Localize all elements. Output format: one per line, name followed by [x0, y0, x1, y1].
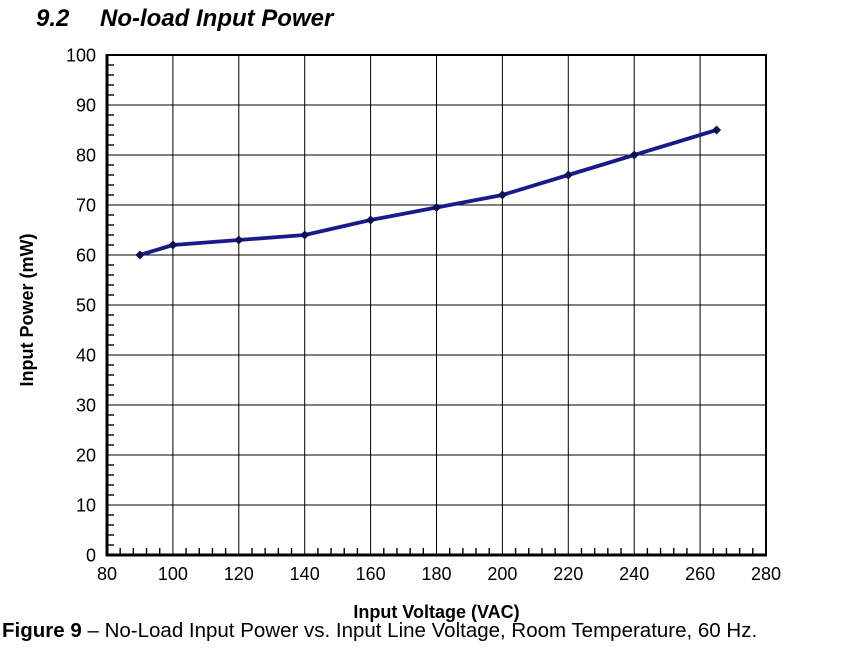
section-heading: 9.2 No-load Input Power	[36, 5, 333, 33]
figure-caption-text: – No-Load Input Power vs. Input Line Vol…	[87, 619, 758, 642]
section-number: 9.2	[36, 5, 70, 32]
data-point-marker	[234, 235, 244, 245]
y-tick-label: 70	[76, 196, 96, 216]
y-tick-label: 50	[76, 296, 96, 316]
data-point-marker	[135, 250, 145, 260]
section-title: No-load Input Power	[100, 5, 334, 32]
x-tick-label: 180	[421, 564, 451, 584]
x-tick-label: 100	[158, 564, 188, 584]
x-tick-label: 200	[487, 564, 517, 584]
y-tick-label: 0	[86, 546, 96, 566]
data-point-marker	[563, 170, 573, 180]
y-axis-title: Input Power (mW)	[17, 234, 37, 387]
x-tick-label: 80	[97, 564, 117, 584]
x-tick-label: 160	[356, 564, 386, 584]
figure-caption: Figure 9– No-Load Input Power vs. Input …	[2, 619, 757, 643]
data-point-marker	[497, 190, 507, 200]
x-tick-label: 140	[290, 564, 320, 584]
y-tick-label: 60	[76, 246, 96, 266]
y-tick-label: 30	[76, 396, 96, 416]
data-line	[138, 128, 719, 257]
x-tick-label: 280	[751, 564, 781, 584]
data-point-marker	[432, 203, 441, 212]
y-tick-label: 20	[76, 446, 96, 466]
x-tick-label: 120	[224, 564, 254, 584]
data-point-marker	[712, 125, 722, 135]
figure-caption-label: Figure 9	[2, 619, 82, 642]
x-axis-title: Input Voltage (VAC)	[353, 602, 519, 622]
x-tick-label: 240	[619, 564, 649, 584]
y-tick-label: 10	[76, 496, 96, 516]
data-point-marker	[300, 230, 310, 240]
data-point-marker	[168, 240, 178, 250]
x-tick-label: 220	[553, 564, 583, 584]
data-point-marker	[629, 150, 639, 160]
y-tick-label: 90	[76, 96, 96, 116]
y-tick-label: 40	[76, 346, 96, 366]
x-tick-label: 260	[685, 564, 715, 584]
y-tick-label: 100	[66, 46, 96, 66]
y-tick-label: 80	[76, 146, 96, 166]
data-point-marker	[366, 215, 376, 225]
